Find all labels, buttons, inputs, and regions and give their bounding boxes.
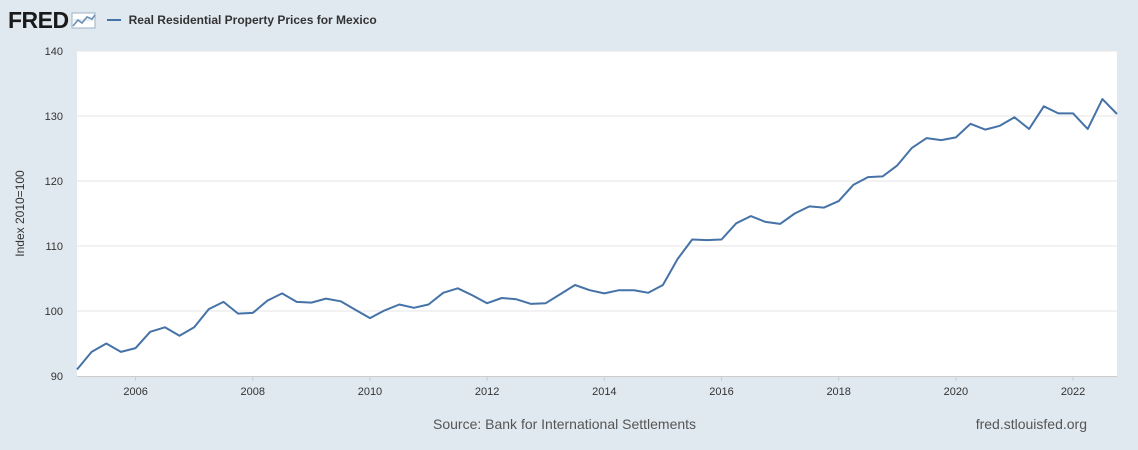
x-tick-label: 2016 [709,386,733,398]
site-link[interactable]: fred.stlouisfed.org [975,416,1087,432]
series-line [76,98,1118,371]
x-tick-label: 2010 [358,386,382,398]
x-tick-label: 2018 [826,386,850,398]
source-note: Source: Bank for International Settlemen… [433,416,697,432]
x-tick-label: 2020 [944,386,968,398]
fred-logo[interactable]: FRED [8,7,97,34]
y-tick-label: 110 [45,241,63,253]
legend-swatch [106,19,121,21]
x-tick-label: 2014 [592,386,616,398]
y-tick-label: 100 [45,306,63,318]
x-tick-label: 2012 [475,386,499,398]
legend-label: Real Residential Property Prices for Mex… [128,13,377,27]
plot-area [77,51,1117,376]
y-tick-label: 90 [51,371,63,383]
x-tick-label: 2022 [1061,386,1085,398]
y-tick-label: 130 [45,111,63,123]
legend[interactable]: Real Residential Property Prices for Mex… [106,13,377,27]
y-tick-label: 140 [45,46,63,58]
y-tick-label: 120 [45,176,63,188]
line-chart-icon [71,12,96,29]
logo-text: FRED [8,6,69,33]
header: FRED Real Residential Property Prices fo… [8,6,377,34]
x-tick-label: 2006 [123,386,147,398]
x-tick-label: 2008 [241,386,265,398]
y-axis-label: Index 2010=100 [13,170,27,257]
